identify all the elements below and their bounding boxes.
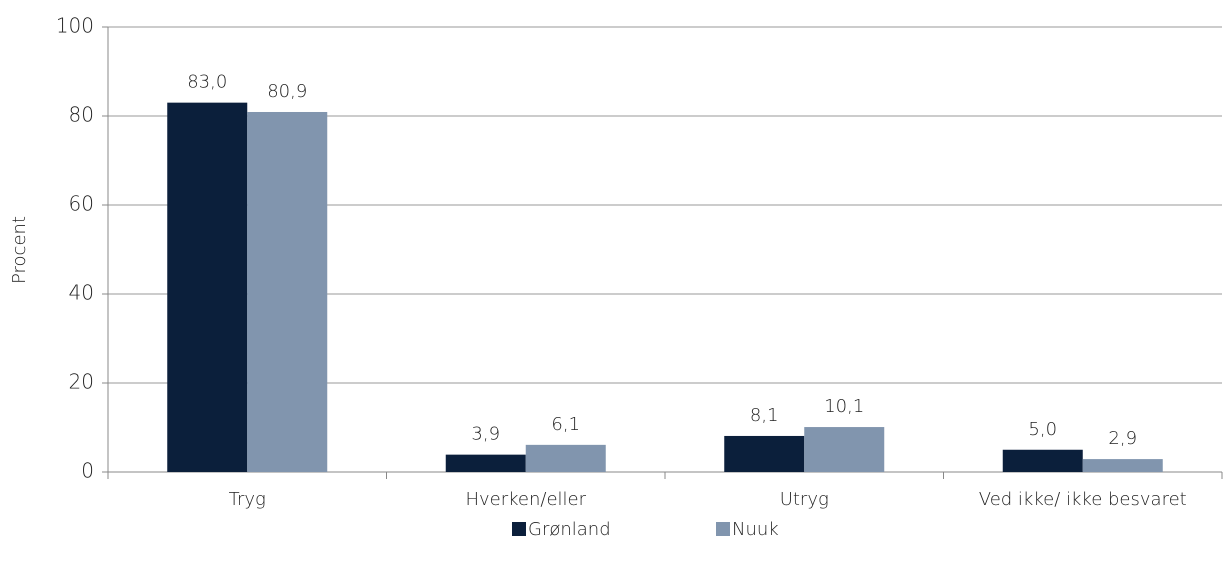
data-label: 3,9 <box>471 424 500 445</box>
data-label: 8,1 <box>750 405 779 426</box>
x-tick-label: Hverken/eller <box>465 489 586 510</box>
legend-label: Grønland <box>528 519 611 540</box>
bar <box>1082 459 1163 472</box>
y-tick-label: 60 <box>69 192 94 216</box>
data-label: 2,9 <box>1108 428 1137 449</box>
data-label: 5,0 <box>1028 419 1057 440</box>
bar <box>804 427 885 472</box>
data-label: 83,0 <box>187 72 227 93</box>
bar <box>167 102 248 473</box>
y-tick-label: 100 <box>56 14 94 38</box>
y-tick-label: 80 <box>69 103 94 127</box>
y-tick-label: 0 <box>81 459 94 483</box>
bar <box>525 444 606 472</box>
y-axis-label: Procent <box>9 216 30 284</box>
y-tick-label: 20 <box>69 370 94 394</box>
data-label: 80,9 <box>267 81 307 102</box>
data-label: 6,1 <box>551 414 580 435</box>
x-tick-label: Ved ikke/ ikke besvaret <box>979 489 1187 510</box>
bar <box>247 111 328 473</box>
x-tick-label: Utryg <box>780 489 829 510</box>
bar <box>724 435 805 472</box>
bar <box>445 454 526 472</box>
x-tick-label: Tryg <box>229 489 266 510</box>
bar <box>1002 449 1083 472</box>
data-label: 10,1 <box>824 396 864 417</box>
legend-swatch <box>512 522 526 536</box>
y-tick-label: 40 <box>69 281 94 305</box>
legend-swatch <box>716 522 730 536</box>
legend-label: Nuuk <box>732 519 779 540</box>
